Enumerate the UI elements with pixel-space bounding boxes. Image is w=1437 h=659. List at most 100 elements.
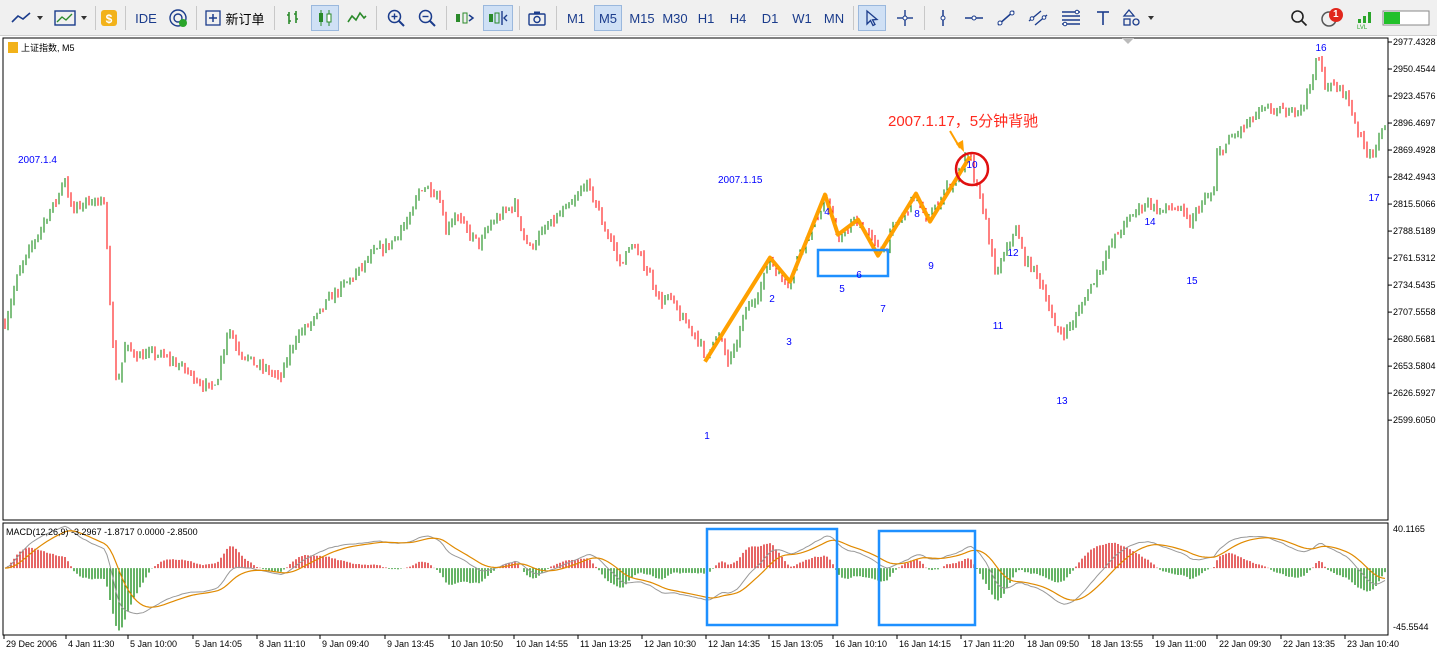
templates-dropdown[interactable]	[52, 5, 92, 31]
toolbar: $ IDE 新订单 M1 M5 M15 M30 H1 H4 D1 W1 MN	[0, 0, 1437, 36]
timeframe-m5[interactable]: M5	[594, 5, 622, 31]
zoom-out-button[interactable]	[414, 5, 440, 31]
camera-icon	[528, 11, 546, 26]
wave-label: 8	[914, 209, 920, 220]
line-chart-dropdown[interactable]	[8, 5, 48, 31]
time-tick-label: 18 Jan 09:50	[1027, 639, 1079, 649]
auto-scroll-icon	[456, 12, 475, 24]
text-icon	[1097, 11, 1109, 25]
channel-button[interactable]	[1025, 5, 1051, 31]
crosshair-tool-button[interactable]	[892, 5, 918, 31]
cursor-tool-button[interactable]	[858, 5, 886, 31]
wave-label: 13	[1056, 396, 1068, 407]
screenshot-button[interactable]	[524, 5, 550, 31]
notifications-button[interactable]: 1	[1318, 5, 1348, 31]
shapes-dropdown[interactable]	[1120, 5, 1160, 31]
time-tick-label: 9 Jan 13:45	[387, 639, 434, 649]
time-tick-label: 22 Jan 09:30	[1219, 639, 1271, 649]
market-button[interactable]: $	[98, 5, 120, 31]
fibonacci-icon	[1062, 9, 1080, 27]
timeframe-mn[interactable]: MN	[823, 10, 845, 26]
candles-group	[4, 55, 1386, 393]
zoom-in-icon	[387, 9, 405, 27]
price-tick-label: 2761.5312	[1393, 253, 1436, 263]
price-pane-frame	[2, 37, 1389, 521]
timeframe-d1[interactable]: D1	[761, 10, 779, 26]
ide-button[interactable]: IDE	[130, 5, 162, 31]
time-tick-label: 4 Jan 11:30	[68, 639, 114, 649]
vertical-line-icon	[940, 10, 946, 26]
price-axis: 2977.4328 2950.4544 2923.4576 2896.4697 2869…	[1388, 37, 1436, 425]
macd-line	[4, 525, 1386, 615]
annotation-text: 2007.1.17，5分钟背驰	[888, 113, 1038, 130]
wave-label: 4	[824, 207, 830, 218]
time-tick-label: 17 Jan 11:20	[963, 639, 1014, 649]
consolidation-box	[816, 248, 890, 278]
wave-label: 6	[856, 270, 862, 281]
candlestick-chart-button[interactable]	[311, 5, 339, 31]
timeframe-h1[interactable]: H1	[697, 10, 715, 26]
chart-shift-button[interactable]	[483, 5, 513, 31]
time-tick-label: 23 Jan 10:40	[1347, 639, 1399, 649]
search-button[interactable]	[1288, 5, 1310, 31]
zoom-out-icon	[418, 9, 436, 27]
price-tick-label: 2896.4697	[1393, 118, 1436, 128]
trendline-button[interactable]	[993, 5, 1019, 31]
price-tick-label: 2788.5189	[1393, 226, 1436, 236]
bar-chart-button[interactable]	[280, 5, 306, 31]
chart-template-icon	[54, 10, 87, 26]
timeframe-m30[interactable]: M30	[662, 10, 688, 26]
chart-area[interactable]: 2007.1.17，5分钟背驰 2007.1.4 2007.1.15 1 2 3 4 5 6 7 8…	[0, 36, 1437, 654]
time-axis: 29 Dec 2006 4 Jan 11:30 5 Jan 10:00 5 Jan 1…	[3, 635, 1399, 649]
timeframe-m1[interactable]: M1	[566, 10, 586, 26]
signal-line	[4, 530, 1386, 608]
annotation-arrowhead	[956, 140, 964, 152]
time-tick-label: 18 Jan 13:55	[1091, 639, 1143, 649]
wave-label: 14	[1144, 217, 1156, 228]
macd-lines	[4, 525, 1386, 615]
bar-chart-icon	[287, 11, 298, 24]
wave-label: 9	[928, 261, 934, 272]
new-order-button[interactable]: 新订单	[202, 5, 268, 31]
cursor-icon	[866, 9, 879, 27]
fibonacci-button[interactable]	[1057, 5, 1085, 31]
auto-scroll-button[interactable]	[452, 5, 478, 31]
price-tick-label: 2707.5558	[1393, 307, 1436, 317]
shift-marker-icon[interactable]	[1122, 38, 1134, 44]
time-tick-label: 16 Jan 10:10	[835, 639, 887, 649]
macd-pane-frame	[2, 522, 1389, 636]
price-tick-label: 2734.5435	[1393, 280, 1436, 290]
time-tick-label: 9 Jan 09:40	[322, 639, 369, 649]
time-tick-label: 5 Jan 10:00	[130, 639, 177, 649]
wave-label: 5	[839, 284, 845, 295]
chart-canvas[interactable]: 2007.1.17，5分钟背驰2007.1.42007.1.1512345678…	[0, 36, 1437, 654]
time-tick-label: 12 Jan 10:30	[644, 639, 696, 649]
text-tool-button[interactable]	[1091, 5, 1115, 31]
symbol-title: 上证指数, M5	[21, 42, 75, 53]
timeframe-w1[interactable]: W1	[792, 10, 812, 26]
zoom-in-button[interactable]	[383, 5, 409, 31]
wave-label: 7	[880, 304, 886, 315]
horizontal-line-button[interactable]	[961, 5, 987, 31]
macd-box-1	[705, 527, 839, 627]
divergence-circle	[954, 151, 990, 187]
vertical-line-button[interactable]	[930, 5, 956, 31]
wave-label: 11	[993, 321, 1004, 332]
wave-line	[703, 155, 972, 363]
search-icon	[1291, 10, 1308, 27]
crosshair-icon	[897, 10, 913, 26]
dollar-icon: $	[101, 10, 117, 26]
line-icon	[347, 11, 367, 23]
time-tick-label: 16 Jan 14:15	[899, 639, 951, 649]
timeframe-h4[interactable]: H4	[729, 10, 747, 26]
timeframe-m15[interactable]: M15	[629, 10, 655, 26]
line-chart-button[interactable]	[344, 5, 370, 31]
svg-text:LVL: LVL	[1357, 25, 1368, 29]
price-tick-label: 2815.5066	[1393, 199, 1436, 209]
new-order-icon	[205, 10, 222, 26]
chart-shift-icon	[489, 11, 508, 25]
macd-title: MACD(12,26,9) -3.2967 -1.8717 0.0000 -2.…	[6, 527, 198, 537]
algo-trading-button[interactable]	[165, 5, 191, 31]
time-tick-label: 22 Jan 13:35	[1283, 639, 1335, 649]
macd-bottom-tick: -45.5544	[1393, 622, 1429, 632]
